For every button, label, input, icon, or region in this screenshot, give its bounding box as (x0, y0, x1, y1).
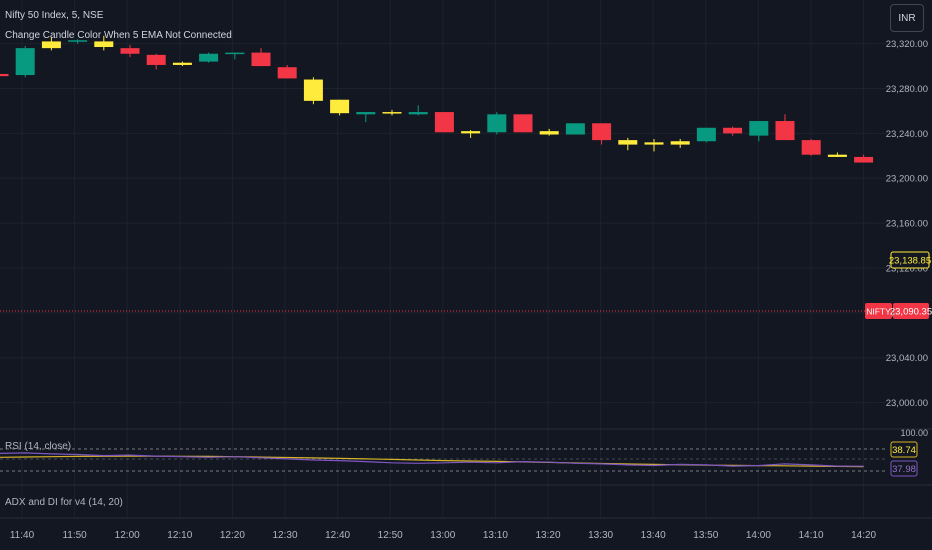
time-tick-label: 11:40 (10, 530, 35, 541)
time-tick-label: 14:00 (746, 530, 771, 541)
candle-body (801, 140, 821, 155)
indicator-title[interactable]: Change Candle Color When 5 EMA Not Conne… (5, 30, 232, 41)
time-tick-label: 12:40 (325, 530, 350, 541)
price-tick-label: 23,160.00 (886, 219, 928, 230)
price-tick-label: 23,200.00 (886, 174, 928, 185)
candle-body (68, 40, 88, 42)
rsi-value-label: 38.74 (892, 445, 916, 456)
last-price-marker: 23,138.85 (889, 251, 931, 269)
rsi-ma-value-label: 37.98 (892, 464, 916, 475)
time-axis[interactable]: 11:40 11:50 12:00 12:10 12:20 12:30 12:40 12:50… (10, 530, 877, 541)
candle-body (487, 114, 507, 133)
rsi-title[interactable]: RSI (14, close) (5, 441, 72, 452)
candle-body (199, 53, 219, 62)
time-tick-label: 13:40 (641, 530, 666, 541)
time-tick-label: 13:50 (693, 530, 718, 541)
candle-body (382, 112, 402, 114)
candle-body (277, 67, 297, 79)
time-tick-label: 13:30 (588, 530, 613, 541)
candle-body (0, 73, 9, 77)
candle-body (251, 52, 271, 67)
candle-body (723, 127, 743, 134)
candle-body (94, 41, 114, 48)
candle-body (15, 48, 35, 76)
rsi-pane: 100.00 38.74 37.98 (0, 428, 928, 477)
candle-body (854, 156, 874, 163)
candle-body (775, 121, 795, 141)
symbol-badge-label: NIFTY (866, 307, 891, 317)
candle-body (565, 123, 585, 135)
candle-body (303, 79, 323, 101)
price-tick-label: 23,120.00 (886, 263, 928, 274)
time-tick-label: 14:20 (851, 530, 876, 541)
candle-body (41, 41, 61, 49)
time-tick-label: 12:10 (167, 530, 192, 541)
symbol-title[interactable]: Nifty 50 Index, 5, NSE (5, 10, 104, 21)
candle-body (434, 112, 454, 133)
rsi-value-box (890, 441, 918, 458)
candle-body (146, 54, 166, 65)
candle-body (539, 131, 559, 135)
symbol-price-box (893, 303, 929, 319)
rsi-ma-value-box (890, 460, 918, 477)
symbol-badge-box (865, 303, 892, 319)
time-tick-label: 12:50 (378, 530, 403, 541)
candle-body (644, 142, 664, 145)
candle-body (513, 114, 533, 133)
rsi-top-tick-label: 100.00 (900, 428, 928, 438)
candle-body (120, 48, 140, 54)
price-tick-label: 23,040.00 (886, 353, 928, 364)
price-tick-label: 23,320.00 (886, 39, 928, 50)
price-tick-label: 23,240.00 (886, 129, 928, 140)
symbol-price-line: NIFTY 23,090.35 (0, 303, 932, 319)
time-tick-label: 12:20 (220, 530, 245, 541)
last-price-label: 23,138.85 (889, 256, 931, 267)
candle-body (827, 154, 847, 157)
candlestick-series (0, 35, 874, 163)
price-tick-label: 23,000.00 (886, 398, 928, 409)
candle-body (172, 62, 192, 65)
currency-button[interactable]: INR (890, 4, 924, 32)
time-tick-label: 11:50 (62, 530, 87, 541)
time-tick-label: 13:00 (430, 530, 455, 541)
time-tick-label: 12:30 (272, 530, 297, 541)
candle-body (696, 127, 716, 142)
candle-body (225, 52, 245, 55)
price-tick-label: 23,280.00 (886, 84, 928, 95)
candle-body (749, 121, 769, 136)
candle-body (330, 99, 350, 114)
grid-lines (0, 0, 886, 518)
candle-body (461, 131, 481, 134)
time-tick-label: 13:20 (535, 530, 560, 541)
symbol-price-label: 23,090.35 (890, 307, 932, 318)
price-axis[interactable]: 23,000.0023,040.0023,080.0023,120.0023,1… (886, 39, 931, 409)
rsi-line (0, 452, 864, 467)
candle-body (618, 140, 638, 145)
candle-body (408, 112, 428, 115)
adx-title[interactable]: ADX and DI for v4 (14, 20) (5, 497, 123, 508)
candle-body (356, 112, 376, 115)
time-tick-label: 12:00 (115, 530, 140, 541)
time-tick-label: 14:10 (798, 530, 823, 541)
time-tick-label: 13:10 (483, 530, 508, 541)
candle-body (670, 141, 690, 145)
candle-body (592, 123, 612, 141)
last-price-box (890, 251, 930, 269)
